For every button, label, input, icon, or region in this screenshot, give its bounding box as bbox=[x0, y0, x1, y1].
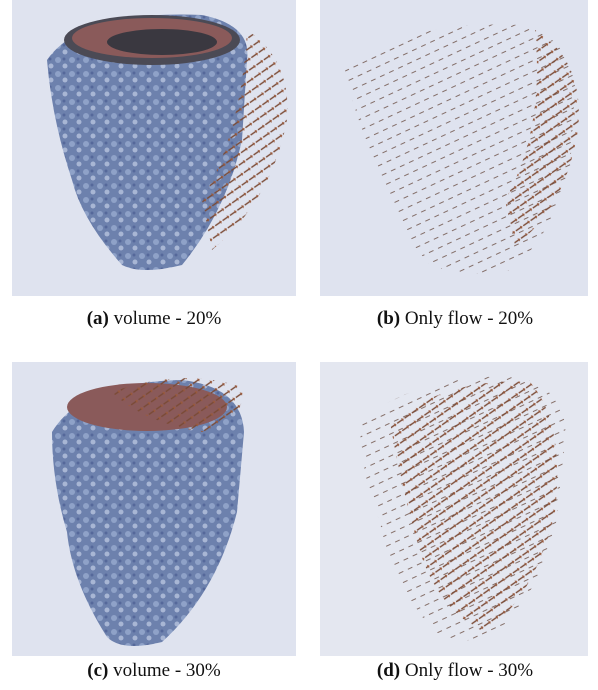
panel-label: (d) bbox=[377, 660, 400, 681]
caption: (c) volume - 30% bbox=[4, 660, 304, 682]
panel-label: (b) bbox=[377, 308, 400, 329]
panel-image bbox=[320, 362, 588, 656]
panel-image bbox=[12, 0, 296, 296]
caption-text: Only flow - 30% bbox=[405, 660, 533, 681]
panel-label: (c) bbox=[87, 660, 108, 681]
caption: (b) Only flow - 20% bbox=[305, 308, 598, 330]
caption-text: volume - 30% bbox=[113, 660, 221, 681]
caption-text: volume - 20% bbox=[114, 308, 222, 329]
panel-label: (a) bbox=[87, 308, 109, 329]
page: {"figure": {"panels": [ {"label": "(a)",… bbox=[0, 0, 598, 690]
caption-text: Only flow - 20% bbox=[405, 308, 533, 329]
panel-image bbox=[320, 0, 588, 296]
caption: (d) Only flow - 30% bbox=[305, 660, 598, 682]
caption: (a) volume - 20% bbox=[4, 308, 304, 330]
panel-image bbox=[12, 362, 296, 656]
